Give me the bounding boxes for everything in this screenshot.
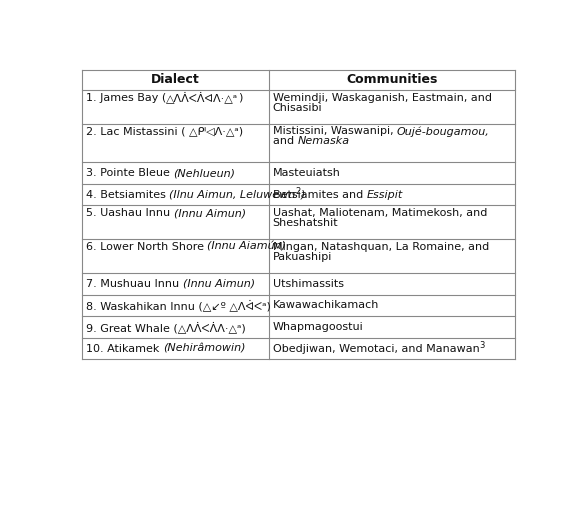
Text: 7. Mushuau Innu: 7. Mushuau Innu [86, 279, 183, 289]
Text: Betsiamites and: Betsiamites and [273, 190, 367, 199]
Text: Uashat, Maliotenam, Matimekosh, and: Uashat, Maliotenam, Matimekosh, and [273, 208, 487, 218]
Text: 6. Lower North Shore: 6. Lower North Shore [86, 242, 207, 252]
Text: (Innu Aiamún): (Innu Aiamún) [207, 242, 286, 252]
Text: Whapmagoostui: Whapmagoostui [273, 322, 364, 332]
Text: 2. Lac Mistassini ( △ᒆ◁ᐱ·△ᵃ): 2. Lac Mistassini ( △ᒆ◁ᐱ·△ᵃ) [86, 126, 243, 136]
Text: Oujé-bougamou,: Oujé-bougamou, [397, 126, 489, 137]
Text: (Nehlueun): (Nehlueun) [173, 168, 235, 178]
Text: 4. Betsiamites: 4. Betsiamites [86, 190, 169, 199]
Text: ): ) [238, 93, 243, 103]
Text: Communities: Communities [346, 74, 437, 87]
Text: ): ) [301, 190, 305, 199]
Text: Obedjiwan, Wemotaci, and Manawan: Obedjiwan, Wemotaci, and Manawan [273, 343, 480, 354]
Text: 3: 3 [480, 341, 485, 350]
Text: 10. Atikamek: 10. Atikamek [86, 343, 163, 354]
Text: (Nehirâmowin): (Nehirâmowin) [163, 343, 245, 354]
Text: (Innu Aimun): (Innu Aimun) [183, 279, 255, 289]
Text: Masteuiatsh: Masteuiatsh [273, 168, 340, 178]
Text: (Innu Aimun): (Innu Aimun) [173, 208, 246, 218]
Text: 8. Waskahikan Innu (△↙º △ᐱᐋᐸᵃ): 8. Waskahikan Innu (△↙º △ᐱᐋᐸᵃ) [86, 299, 271, 311]
Text: Nemaska: Nemaska [297, 136, 350, 147]
Text: Mistissini, Waswanipi,: Mistissini, Waswanipi, [273, 126, 397, 136]
Text: and: and [273, 136, 297, 147]
Text: Sheshatshit: Sheshatshit [273, 218, 338, 228]
Text: 1. James Bay (: 1. James Bay ( [86, 93, 166, 103]
Text: 3. Pointe Bleue: 3. Pointe Bleue [86, 168, 173, 178]
Text: △ᐱᐲᐸᐲᐊᐱ·△ᵃ: △ᐱᐲᐸᐲᐊᐱ·△ᵃ [166, 92, 238, 104]
Text: Essipit: Essipit [367, 190, 403, 199]
Text: 2: 2 [296, 187, 301, 196]
Text: Dialect: Dialect [151, 74, 200, 87]
Text: Kawawachikamach: Kawawachikamach [273, 300, 379, 310]
Text: 9. Great Whale (△ᐱᐲᐸᐲᐱ·△ᵃ): 9. Great Whale (△ᐱᐲᐸᐲᐱ·△ᵃ) [86, 321, 246, 333]
Text: Mingan, Natashquan, La Romaine, and: Mingan, Natashquan, La Romaine, and [273, 242, 489, 252]
Text: 5. Uashau Innu: 5. Uashau Innu [86, 208, 173, 218]
Text: Chisasibi: Chisasibi [273, 103, 322, 112]
Text: Utshimassits: Utshimassits [273, 279, 344, 289]
Text: Wemindji, Waskaganish, Eastmain, and: Wemindji, Waskaganish, Eastmain, and [273, 93, 492, 103]
Text: (Ilnu Aimun, Leluwewn: (Ilnu Aimun, Leluwewn [169, 190, 296, 199]
Text: Pakuashipi: Pakuashipi [273, 252, 332, 262]
